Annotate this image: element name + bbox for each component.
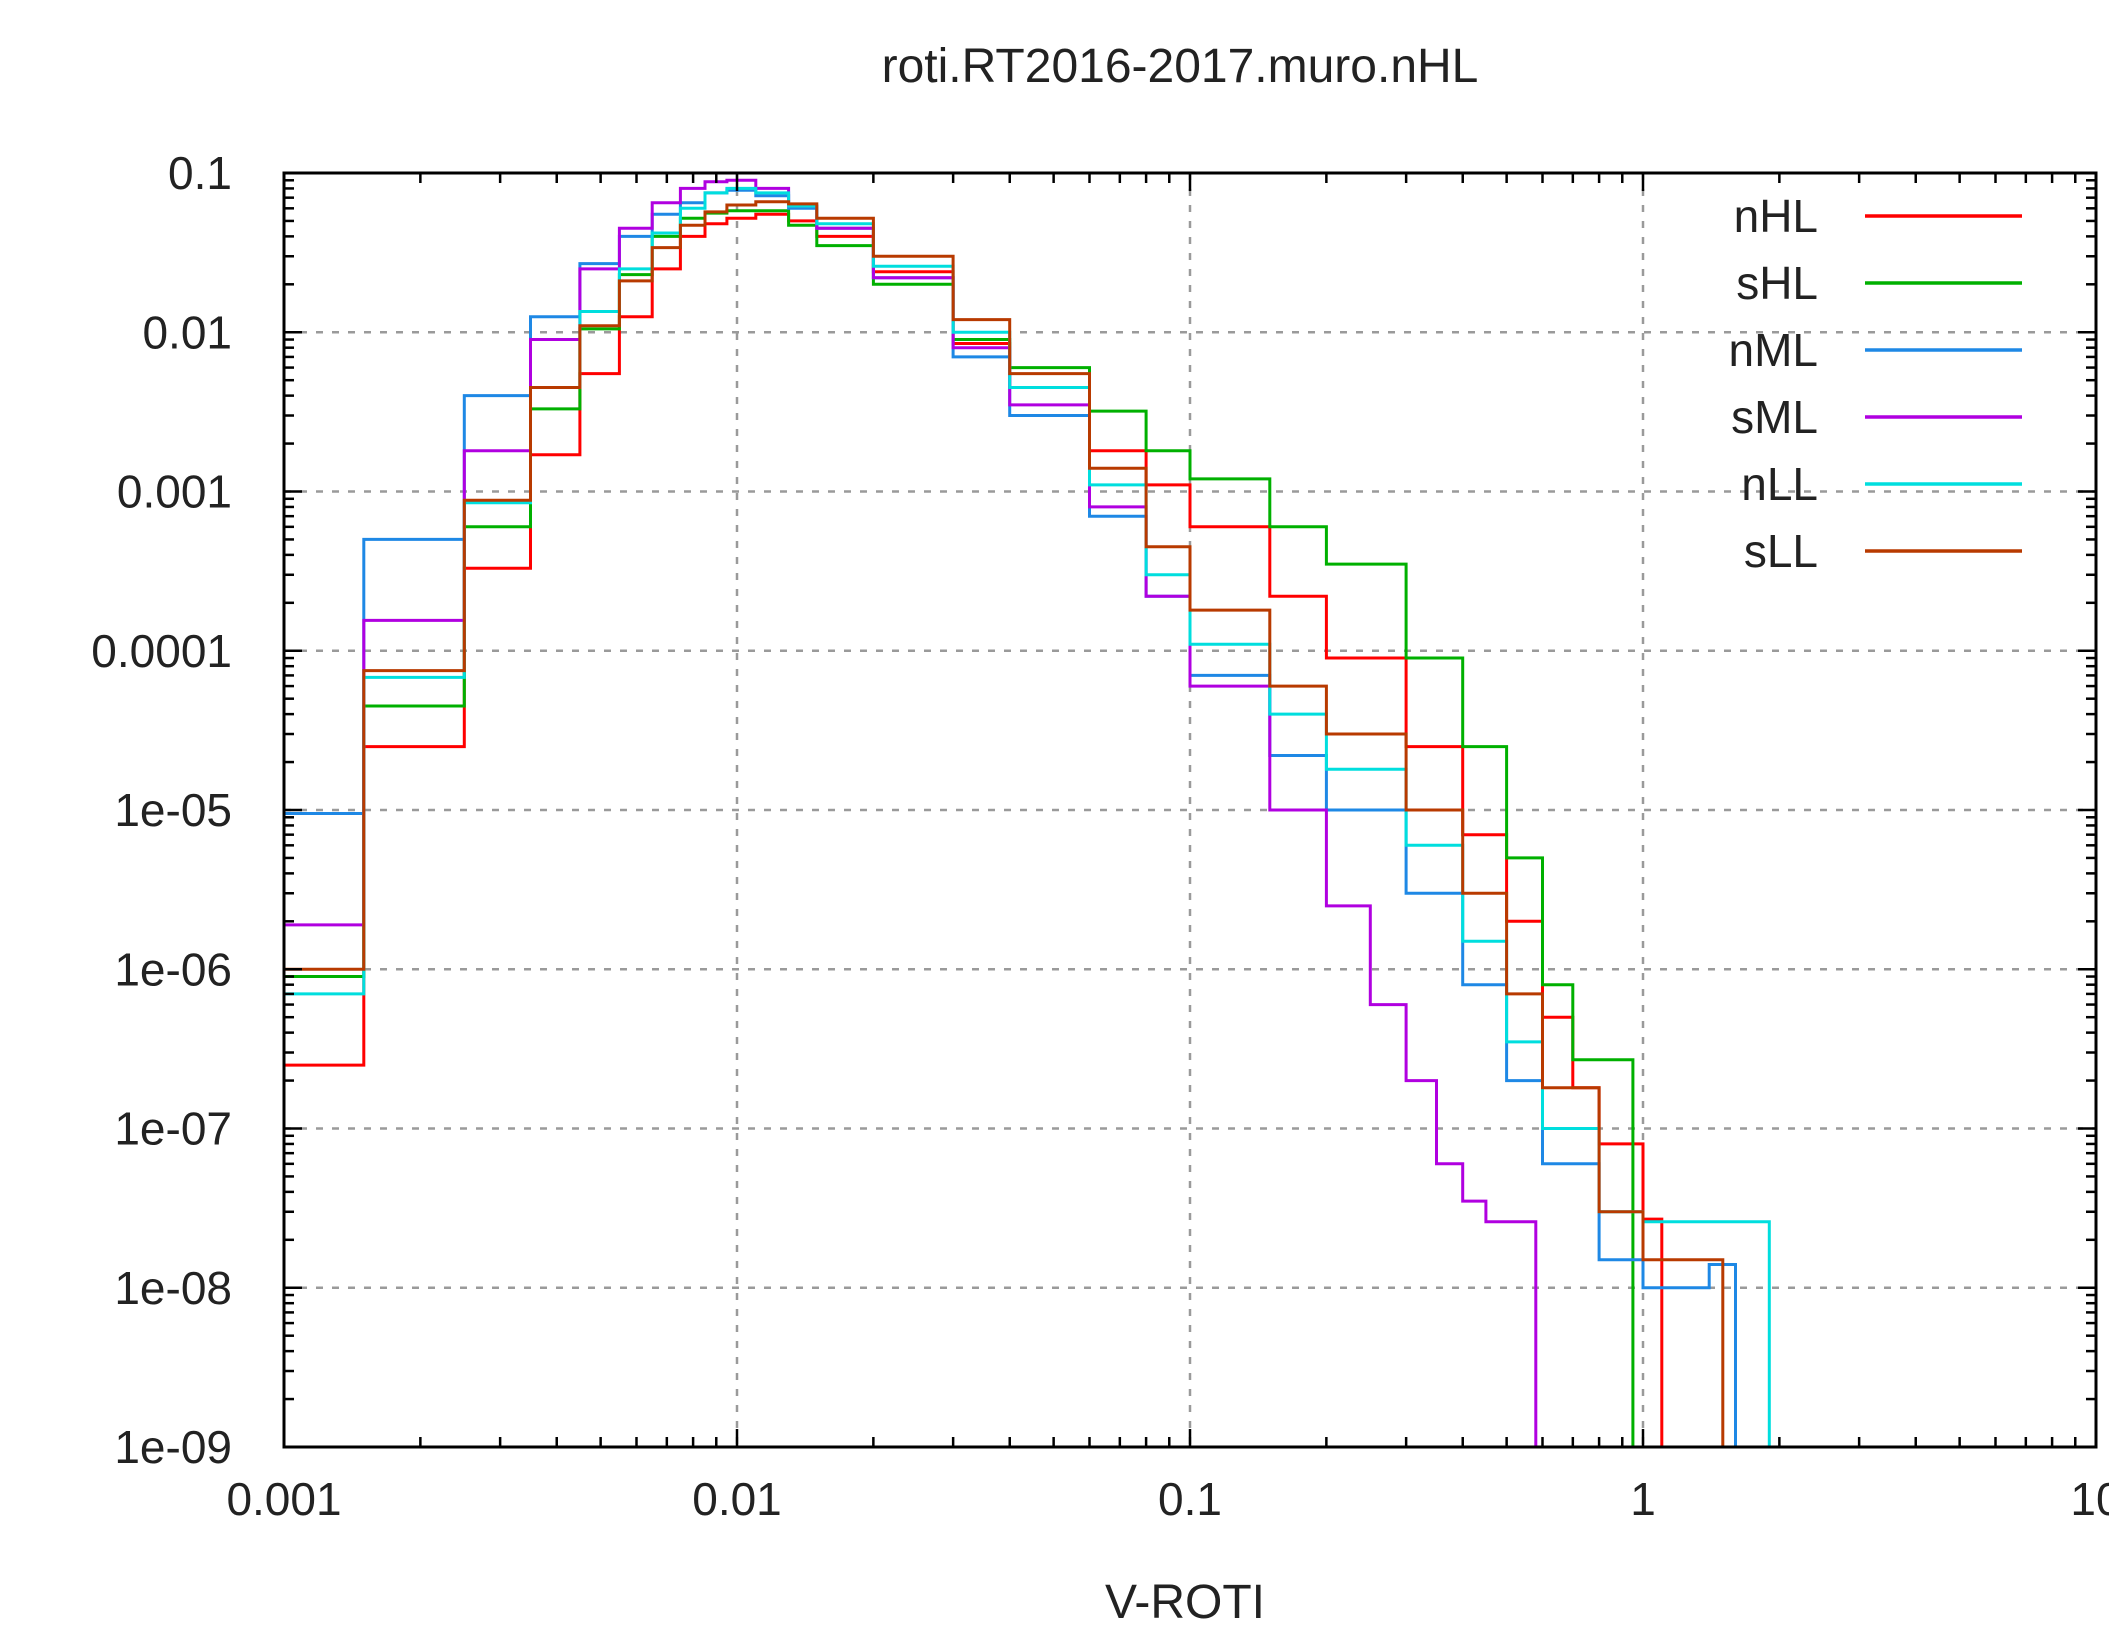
- x-tick-label: 10: [2070, 1473, 2109, 1525]
- y-tick-label: 0.1: [168, 147, 232, 199]
- y-tick-label: 1e-05: [114, 784, 232, 836]
- y-tick-labels: 0.1 0.01 0.001 0.0001 1e-05 1e-06 1e-07 1e-08 1e…: [91, 147, 232, 1473]
- x-tick-label: 0.01: [692, 1473, 782, 1525]
- y-tick-label: 1e-08: [114, 1262, 232, 1314]
- series-line-sll: [284, 200, 1725, 1447]
- y-tick-label: 0.01: [142, 306, 232, 358]
- chart-title: roti.RT2016-2017.muro.nHL: [882, 40, 1479, 93]
- legend-label-nll: nLL: [1741, 458, 1818, 510]
- x-axis-title: V-ROTI: [1105, 1576, 1265, 1629]
- x-tick-label: 0.001: [226, 1473, 341, 1525]
- x-tick-label: 1: [1630, 1473, 1656, 1525]
- y-tick-label: 0.001: [117, 466, 232, 518]
- y-tick-label: 1e-06: [114, 943, 232, 995]
- x-tick-labels: 0.001 0.01 0.1 1 10: [226, 1473, 2109, 1525]
- axis-ticks: [282, 171, 2098, 1449]
- legend: nHL sHL nML sML nLL sLL: [1729, 190, 2022, 577]
- x-tick-label: 0.1: [1158, 1473, 1222, 1525]
- plot-series: [284, 178, 1771, 1447]
- y-tick-label: 1e-09: [114, 1421, 232, 1473]
- y-tick-label: 1e-07: [114, 1103, 232, 1155]
- y-tick-label: 0.0001: [91, 625, 232, 677]
- legend-label-sll: sLL: [1744, 525, 1818, 577]
- legend-label-shl: sHL: [1736, 257, 1818, 309]
- legend-label-sml: sML: [1731, 391, 1818, 443]
- legend-label-nhl: nHL: [1734, 190, 1818, 242]
- legend-label-nml: nML: [1729, 324, 1818, 376]
